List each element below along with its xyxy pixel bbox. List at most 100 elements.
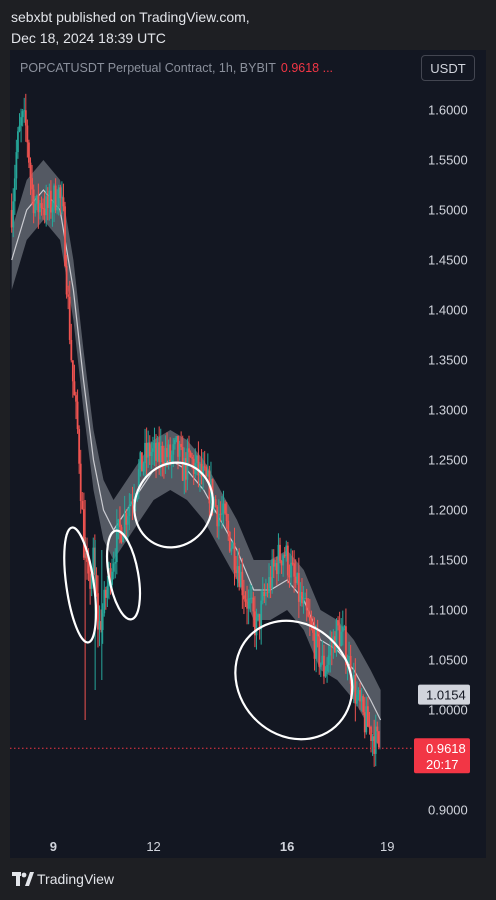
tradingview-brand: TradingView — [37, 871, 115, 887]
candle-body — [141, 452, 143, 472]
candle-body — [75, 395, 77, 402]
candle-body — [161, 445, 164, 463]
candle-body — [224, 503, 226, 514]
price-label-box — [418, 684, 470, 705]
candle-body — [264, 592, 267, 597]
y-tick-label: 1.4500 — [428, 253, 468, 268]
candle-body — [164, 448, 167, 465]
candle-body — [307, 610, 310, 617]
candle-body — [337, 620, 339, 626]
y-tick-label: 1.1000 — [428, 603, 468, 618]
candle-body — [13, 178, 16, 202]
candle-body — [50, 190, 52, 213]
price-chart[interactable]: 1.6000 1.5500 1.5000 1.4500 1.4000 1.3500 1.30… — [10, 50, 486, 858]
candle-body — [119, 519, 121, 528]
candle-body — [26, 125, 29, 143]
candle-body — [291, 562, 294, 564]
candle-body — [377, 731, 380, 748]
candle-body — [59, 187, 62, 199]
y-tick-label: 1.0000 — [428, 703, 468, 718]
candle-body — [103, 589, 106, 614]
symbol-title: POPCATUSDT Perpetual Contract, 1h, BYBIT — [20, 61, 276, 75]
candle-body — [175, 436, 178, 440]
candle-body — [34, 203, 37, 214]
candle-body — [123, 512, 126, 536]
candle-body — [269, 577, 272, 589]
candle-body — [205, 467, 208, 477]
candle-body — [70, 339, 73, 361]
candle-body — [62, 197, 65, 207]
currency-button[interactable]: USDT — [421, 55, 475, 81]
candle-body — [354, 674, 357, 704]
candle-body — [42, 208, 44, 210]
candle-body — [98, 621, 101, 630]
candle-body — [321, 655, 324, 664]
candle-body — [43, 208, 46, 216]
candle-body — [239, 571, 242, 587]
candle-body — [54, 185, 57, 211]
candle-body — [376, 726, 379, 732]
candle-body — [323, 655, 325, 677]
candle-body — [31, 178, 33, 190]
candle-body — [230, 548, 233, 552]
candle-body — [285, 545, 288, 557]
candle-body — [297, 573, 300, 602]
candle-body — [122, 535, 124, 543]
candle-body — [243, 595, 245, 600]
candle-body — [17, 131, 19, 153]
candle-body — [246, 601, 248, 609]
candle-body — [203, 466, 206, 468]
candle-body — [341, 626, 344, 632]
candle-body — [126, 516, 129, 525]
candle-body — [67, 294, 70, 297]
candle-body — [12, 201, 15, 228]
candle-body — [142, 463, 145, 472]
candle-body — [144, 442, 146, 464]
candle-body — [104, 589, 107, 598]
candle-body — [214, 499, 217, 507]
candle-body — [268, 577, 270, 593]
moving-average-band — [11, 160, 381, 750]
candle-body — [280, 560, 283, 566]
candle-body — [255, 617, 258, 636]
candle-body — [56, 207, 59, 211]
candle-body — [173, 439, 176, 445]
candle-body — [117, 519, 120, 526]
candle-body — [169, 444, 172, 463]
price-label-value: 1.0154 — [426, 688, 466, 703]
chart-area[interactable]: 1.6000 1.5500 1.5000 1.4500 1.4000 1.3500 1.30… — [10, 50, 486, 858]
candle-body — [363, 712, 366, 733]
candle-body — [95, 574, 98, 594]
candle-body — [82, 509, 85, 558]
candle-body — [340, 631, 343, 647]
candle-body — [111, 571, 114, 585]
candle-body — [313, 632, 316, 659]
candle-body — [222, 503, 225, 514]
candle-body — [274, 562, 277, 567]
candle-body — [48, 190, 51, 208]
candle-body — [260, 600, 263, 630]
candle-body — [362, 696, 365, 713]
candle-body — [277, 544, 280, 575]
candle-body — [145, 442, 148, 458]
candle-body — [76, 401, 79, 430]
candle-body — [57, 187, 60, 208]
candle-body — [189, 452, 192, 457]
candle-body — [316, 630, 319, 637]
y-tick-label: 1.0500 — [428, 653, 468, 668]
publish-date: Dec 18, 2024 18:39 UTC — [11, 30, 166, 46]
x-tick-label: 16 — [280, 839, 294, 854]
candle-body — [71, 360, 74, 382]
candle-body — [318, 636, 321, 667]
candle-body — [29, 162, 32, 179]
candle-body — [326, 664, 328, 672]
candle-body — [244, 599, 247, 602]
candle-body — [23, 110, 26, 112]
candle-body — [219, 513, 222, 515]
annotation-ellipse — [133, 461, 214, 549]
candle-body — [20, 117, 22, 126]
annotation-ellipse — [63, 526, 98, 644]
candle-body — [305, 598, 308, 611]
candle-body — [65, 265, 68, 295]
candle-body — [348, 655, 350, 665]
